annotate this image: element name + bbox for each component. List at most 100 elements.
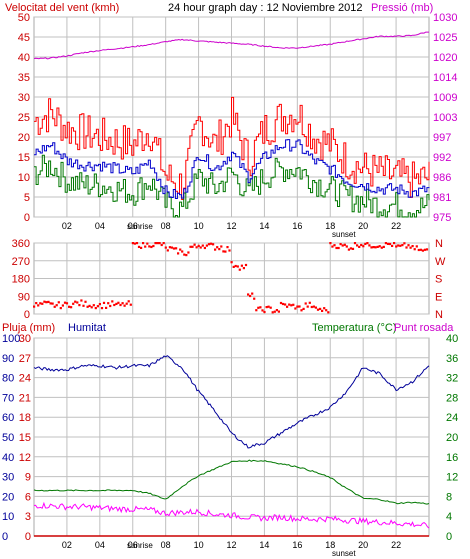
direction-point	[183, 253, 186, 256]
wind-series	[33, 31, 430, 218]
direction-point	[366, 242, 369, 245]
direction-points	[33, 242, 429, 314]
humidity-tick: 40	[2, 452, 14, 464]
direction-point	[100, 307, 104, 310]
direction-point	[353, 242, 357, 245]
direction-point	[212, 243, 215, 246]
direction-point	[160, 243, 163, 247]
wind-hour-labels: 02 04 06 08 10 12 14 16 18 20 22	[62, 221, 401, 231]
pressure-tick: 992	[433, 152, 451, 164]
rain-tick: 6	[25, 491, 31, 503]
direction-point	[374, 246, 377, 249]
direction-point	[417, 248, 420, 252]
dewpoint-line	[33, 501, 430, 529]
wind-speed-tick: 35	[18, 72, 30, 84]
hour-tick-label: 06	[128, 540, 138, 550]
direction-point	[277, 310, 280, 313]
direction-point	[102, 301, 106, 304]
direction-point	[306, 305, 309, 308]
direction-point	[329, 242, 332, 245]
direction-point	[63, 301, 67, 304]
direction-point	[166, 249, 169, 252]
pressure-tick: 975	[433, 212, 451, 224]
direction-point	[51, 302, 54, 305]
direction-point	[382, 245, 385, 248]
direction-point	[55, 304, 58, 307]
wind-speed-ticks: 0 5 10 15 20 25 30 35 40 45 50	[18, 12, 30, 224]
hour-tick-label: 14	[259, 221, 269, 231]
direction-point	[84, 300, 87, 303]
direction-point	[370, 246, 373, 249]
humidity-tick: 0	[2, 531, 8, 543]
humidity-hour-labels: 02 04 06 08 10 12 14 16 18 20 22	[62, 540, 401, 550]
wind-speed-axis-label: Velocitat del vent (kmh)	[5, 2, 119, 14]
direction-degree-ticks: 0 90 180 270 360	[12, 238, 30, 321]
wind-speed-tick: 30	[18, 92, 30, 104]
humidity-tick: 100	[2, 333, 20, 345]
pressure-tick: 1009	[433, 92, 457, 104]
direction-point	[368, 244, 371, 247]
direction-point	[33, 305, 36, 308]
direction-point	[253, 297, 256, 300]
direction-degree-tick: 90	[18, 291, 30, 303]
direction-point	[393, 242, 396, 245]
direction-point	[226, 246, 229, 249]
rain-tick: 27	[19, 353, 31, 365]
direction-point	[263, 310, 266, 314]
direction-point	[292, 303, 295, 306]
direction-point	[273, 310, 276, 313]
temperature-tick: 36	[446, 353, 458, 365]
direction-point	[88, 304, 91, 307]
direction-point	[37, 304, 40, 307]
hour-tick-label: 22	[391, 540, 401, 550]
hour-tick-label: 04	[95, 540, 105, 550]
hour-tick-label: 02	[62, 221, 72, 231]
direction-point	[142, 242, 145, 245]
dewpoint-axis-label: Punt rosada	[394, 322, 454, 334]
direction-point	[80, 299, 83, 302]
sunrise-label-top: sunrise	[127, 222, 153, 231]
direction-point	[312, 305, 315, 308]
direction-degree-tick: 360	[12, 238, 30, 250]
direction-point	[407, 244, 410, 247]
direction-point	[234, 264, 237, 268]
temperature-tick: 32	[446, 373, 458, 385]
humidity-tick: 10	[2, 511, 14, 523]
temperature-tick: 28	[446, 392, 458, 404]
direction-point	[409, 246, 412, 249]
direction-point	[162, 242, 165, 245]
direction-point	[94, 307, 97, 310]
direction-point	[275, 309, 278, 312]
direction-point	[267, 305, 270, 308]
direction-point	[331, 245, 334, 248]
direction-point	[339, 243, 342, 246]
direction-point	[386, 242, 390, 245]
direction-point	[388, 242, 392, 246]
direction-point	[152, 244, 155, 248]
pressure-tick: 1014	[433, 72, 457, 84]
pressure-tick: 981	[433, 192, 451, 204]
pressure-ticks: 975 981 986 992 997 1003 1009 1014 1020 1025 1030	[433, 12, 457, 224]
rain-tick: 9	[25, 472, 31, 484]
direction-point	[82, 304, 85, 307]
direction-point	[232, 265, 235, 268]
direction-point	[247, 293, 250, 296]
direction-point	[395, 245, 398, 248]
direction-point	[35, 302, 38, 305]
direction-point	[281, 302, 285, 306]
direction-point	[72, 302, 75, 305]
direction-point	[257, 306, 260, 309]
direction-point	[259, 306, 262, 309]
rain-tick: 18	[19, 412, 31, 424]
direction-point	[421, 249, 424, 252]
pressure-tick: 1003	[433, 112, 457, 124]
wind-speed-tick: 40	[18, 52, 30, 64]
direction-point	[197, 244, 200, 247]
hour-tick-label: 22	[391, 221, 401, 231]
direction-point	[423, 248, 427, 251]
direction-point	[238, 268, 241, 271]
direction-grid	[34, 242, 429, 315]
